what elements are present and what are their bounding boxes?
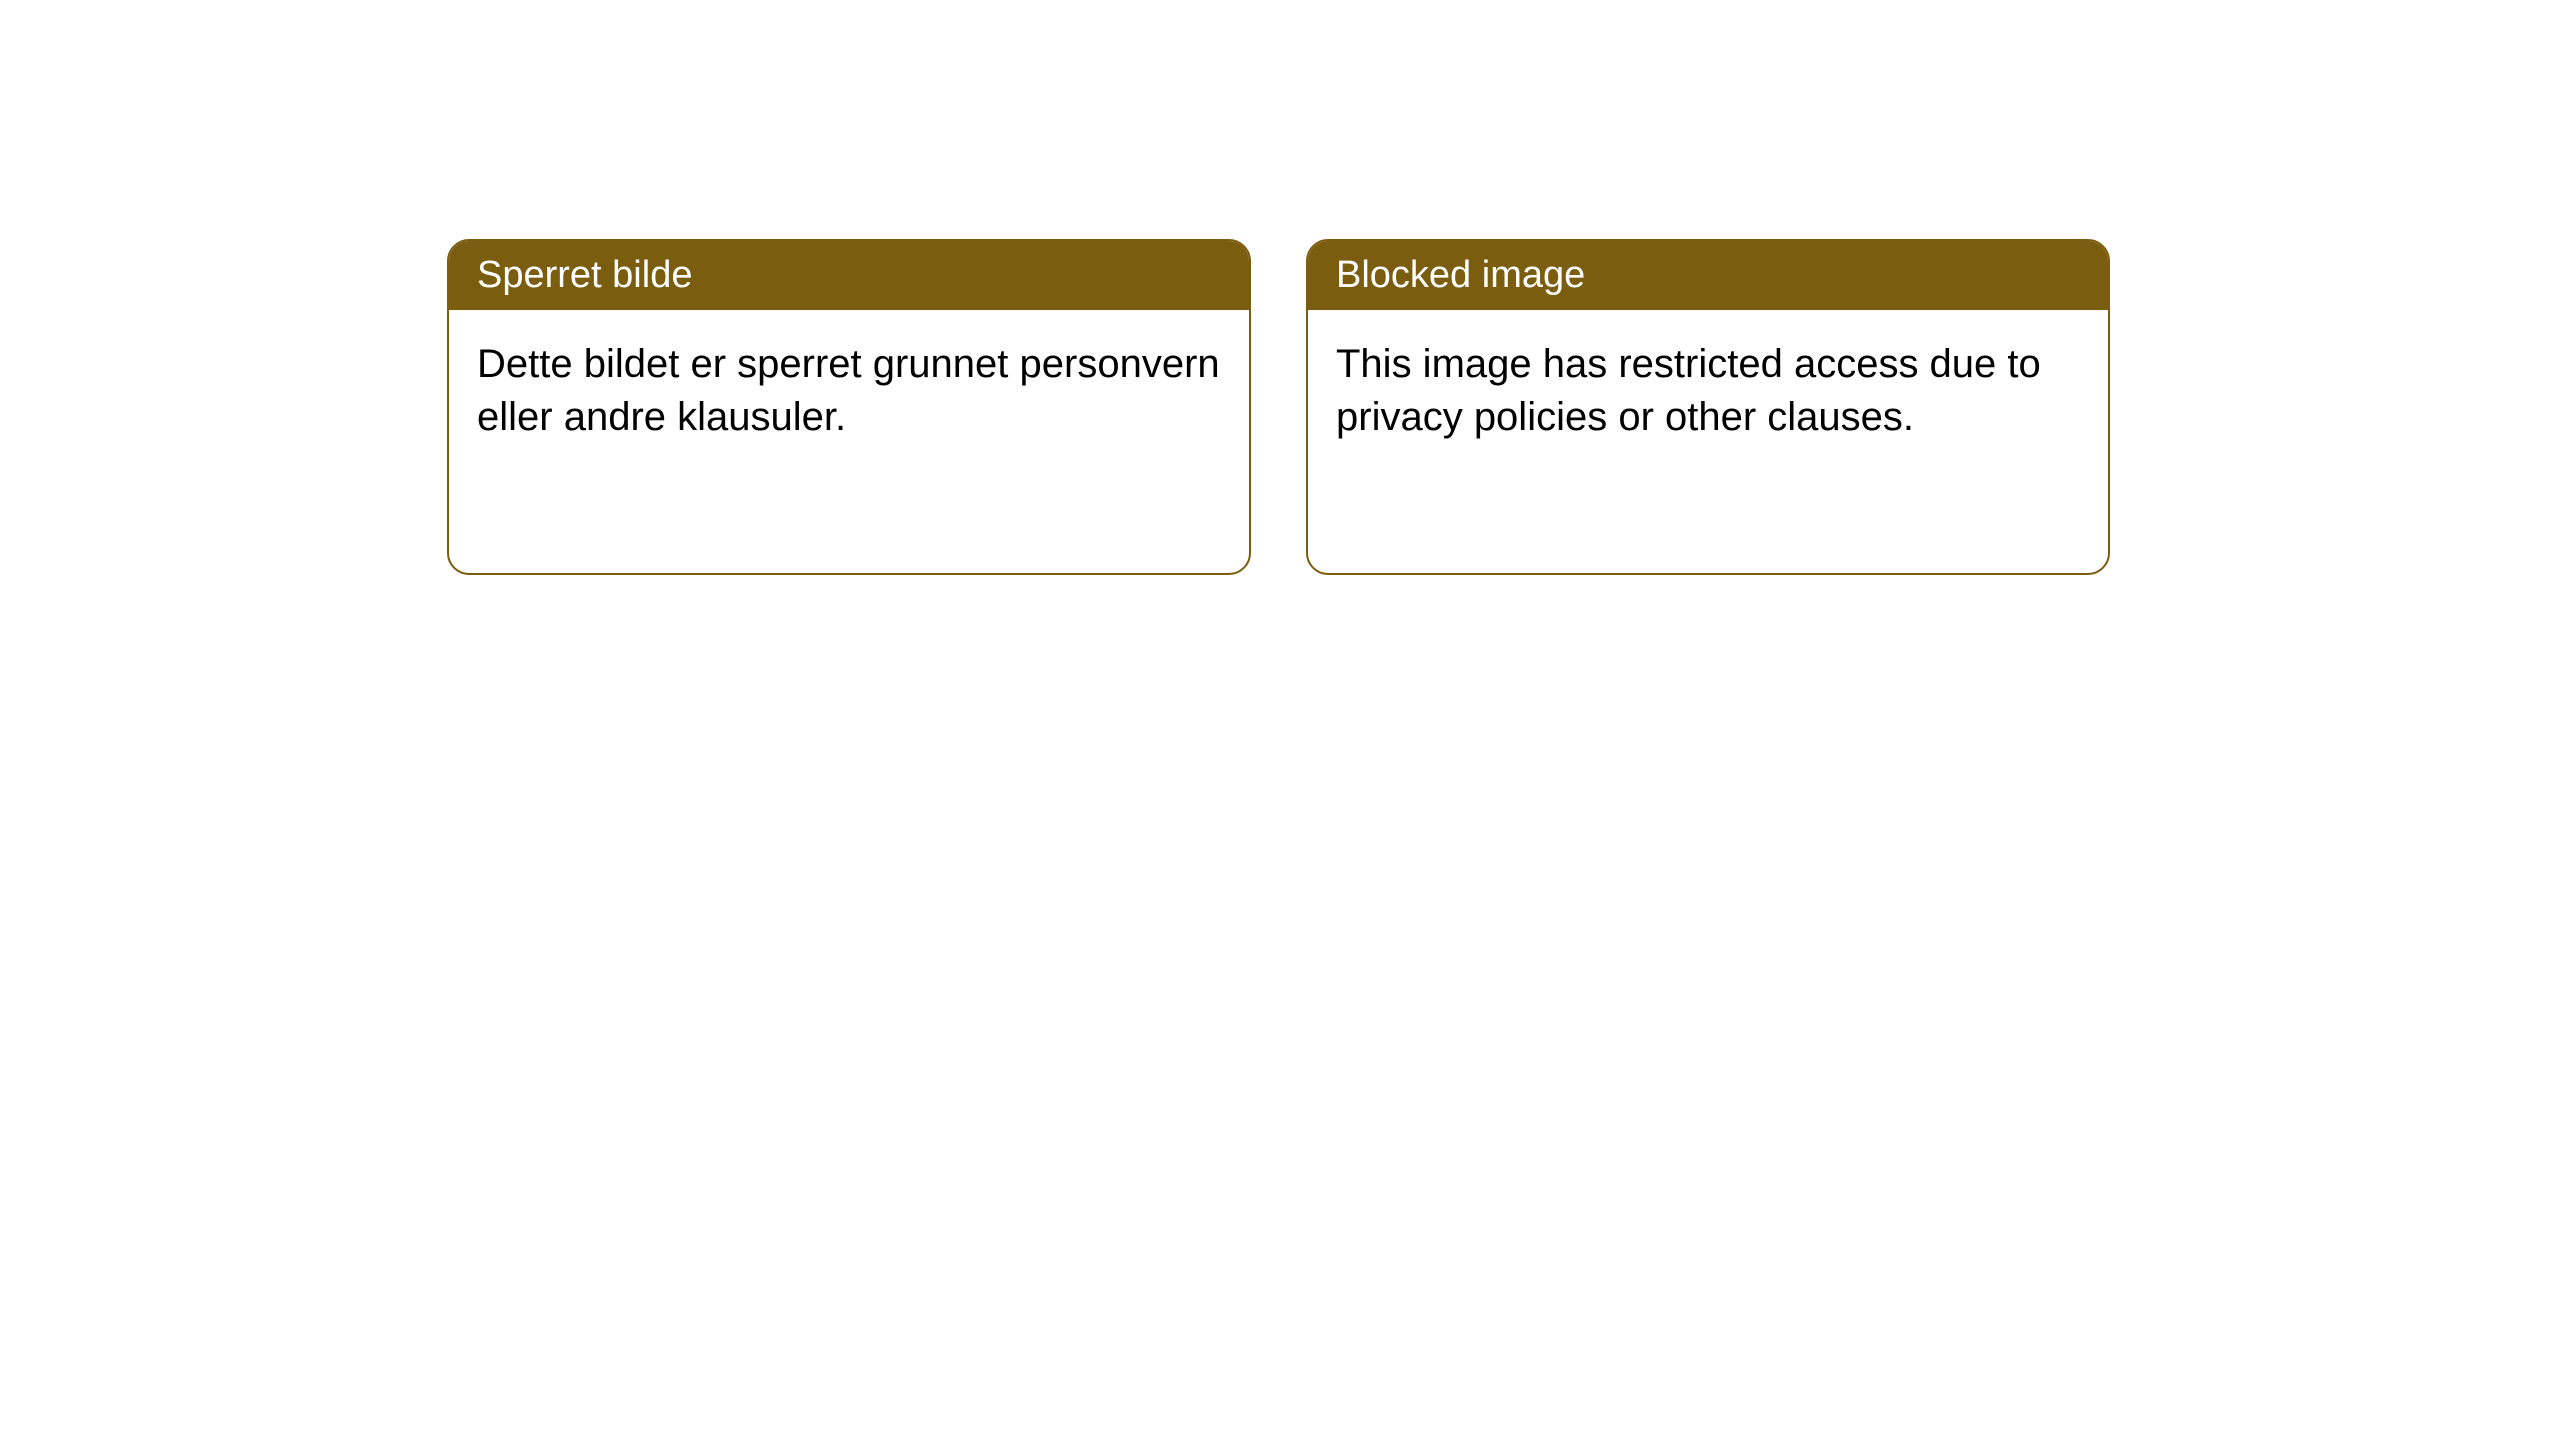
notice-container: Sperret bilde Dette bildet er sperret gr… — [447, 239, 2110, 575]
card-header: Blocked image — [1308, 241, 2108, 310]
card-title: Blocked image — [1336, 254, 1585, 296]
card-body: This image has restricted access due to … — [1308, 310, 2108, 573]
card-body-text: This image has restricted access due to … — [1336, 342, 2041, 439]
notice-card-norwegian: Sperret bilde Dette bildet er sperret gr… — [447, 239, 1251, 575]
card-body-text: Dette bildet er sperret grunnet personve… — [477, 342, 1220, 439]
card-body: Dette bildet er sperret grunnet personve… — [449, 310, 1249, 573]
notice-card-english: Blocked image This image has restricted … — [1306, 239, 2110, 575]
card-title: Sperret bilde — [477, 254, 692, 296]
card-header: Sperret bilde — [449, 241, 1249, 310]
